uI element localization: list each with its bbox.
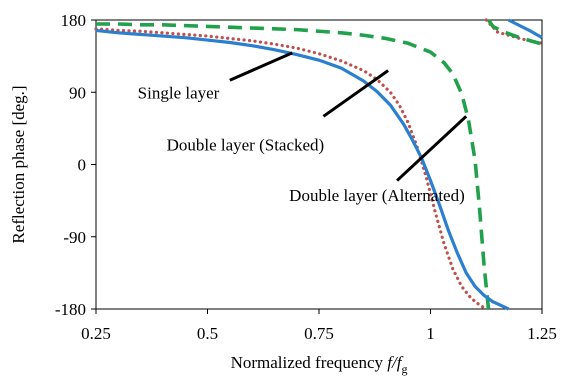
- annotation-leader-1: [322, 69, 389, 118]
- tick-layer: 180 90 0 -90 -180 0.25 0.5 0.75 1 1.25: [55, 11, 557, 343]
- x-axis-title-text: Normalized frequency: [231, 353, 388, 372]
- y-axis-title: Reflection phase [deg.]: [9, 85, 28, 243]
- y-tick-label-0: 180: [61, 11, 87, 30]
- x-axis-title-subscript: g: [401, 362, 407, 376]
- x-tick-label-1: 0.5: [197, 324, 218, 343]
- y-tick-label-4: -180: [55, 300, 86, 319]
- x-axis-title: Normalized frequency f/fg: [231, 353, 408, 376]
- y-tick-label-3: -90: [63, 228, 86, 247]
- series-line-double-layer-alternated: [96, 18, 543, 310]
- x-tick-label-2: 0.75: [304, 324, 334, 343]
- annotation-leader-2: [396, 115, 468, 182]
- x-axis-title-symbol: f/f: [387, 353, 403, 372]
- annotation-label-2: Double layer (Alternated): [289, 186, 465, 205]
- annotation-label-1: Double layer (Stacked): [167, 135, 325, 154]
- series-layer: [94, 18, 544, 311]
- series-line-single-layer: [95, 18, 543, 311]
- annotation-layer: Single layer Double layer (Stacked) Double…: [138, 51, 468, 205]
- annotation-leader-0: [229, 51, 293, 82]
- y-tick-label-1: 90: [69, 83, 86, 102]
- x-tick-label-4: 1.25: [527, 324, 557, 343]
- y-tick-label-2: 0: [78, 156, 87, 175]
- x-tick-label-3: 1: [426, 324, 435, 343]
- annotation-label-0: Single layer: [138, 83, 220, 102]
- x-tick-label-0: 0.25: [81, 324, 111, 343]
- axis-title-layer: Normalized frequency f/fg Reflection phas…: [9, 85, 407, 376]
